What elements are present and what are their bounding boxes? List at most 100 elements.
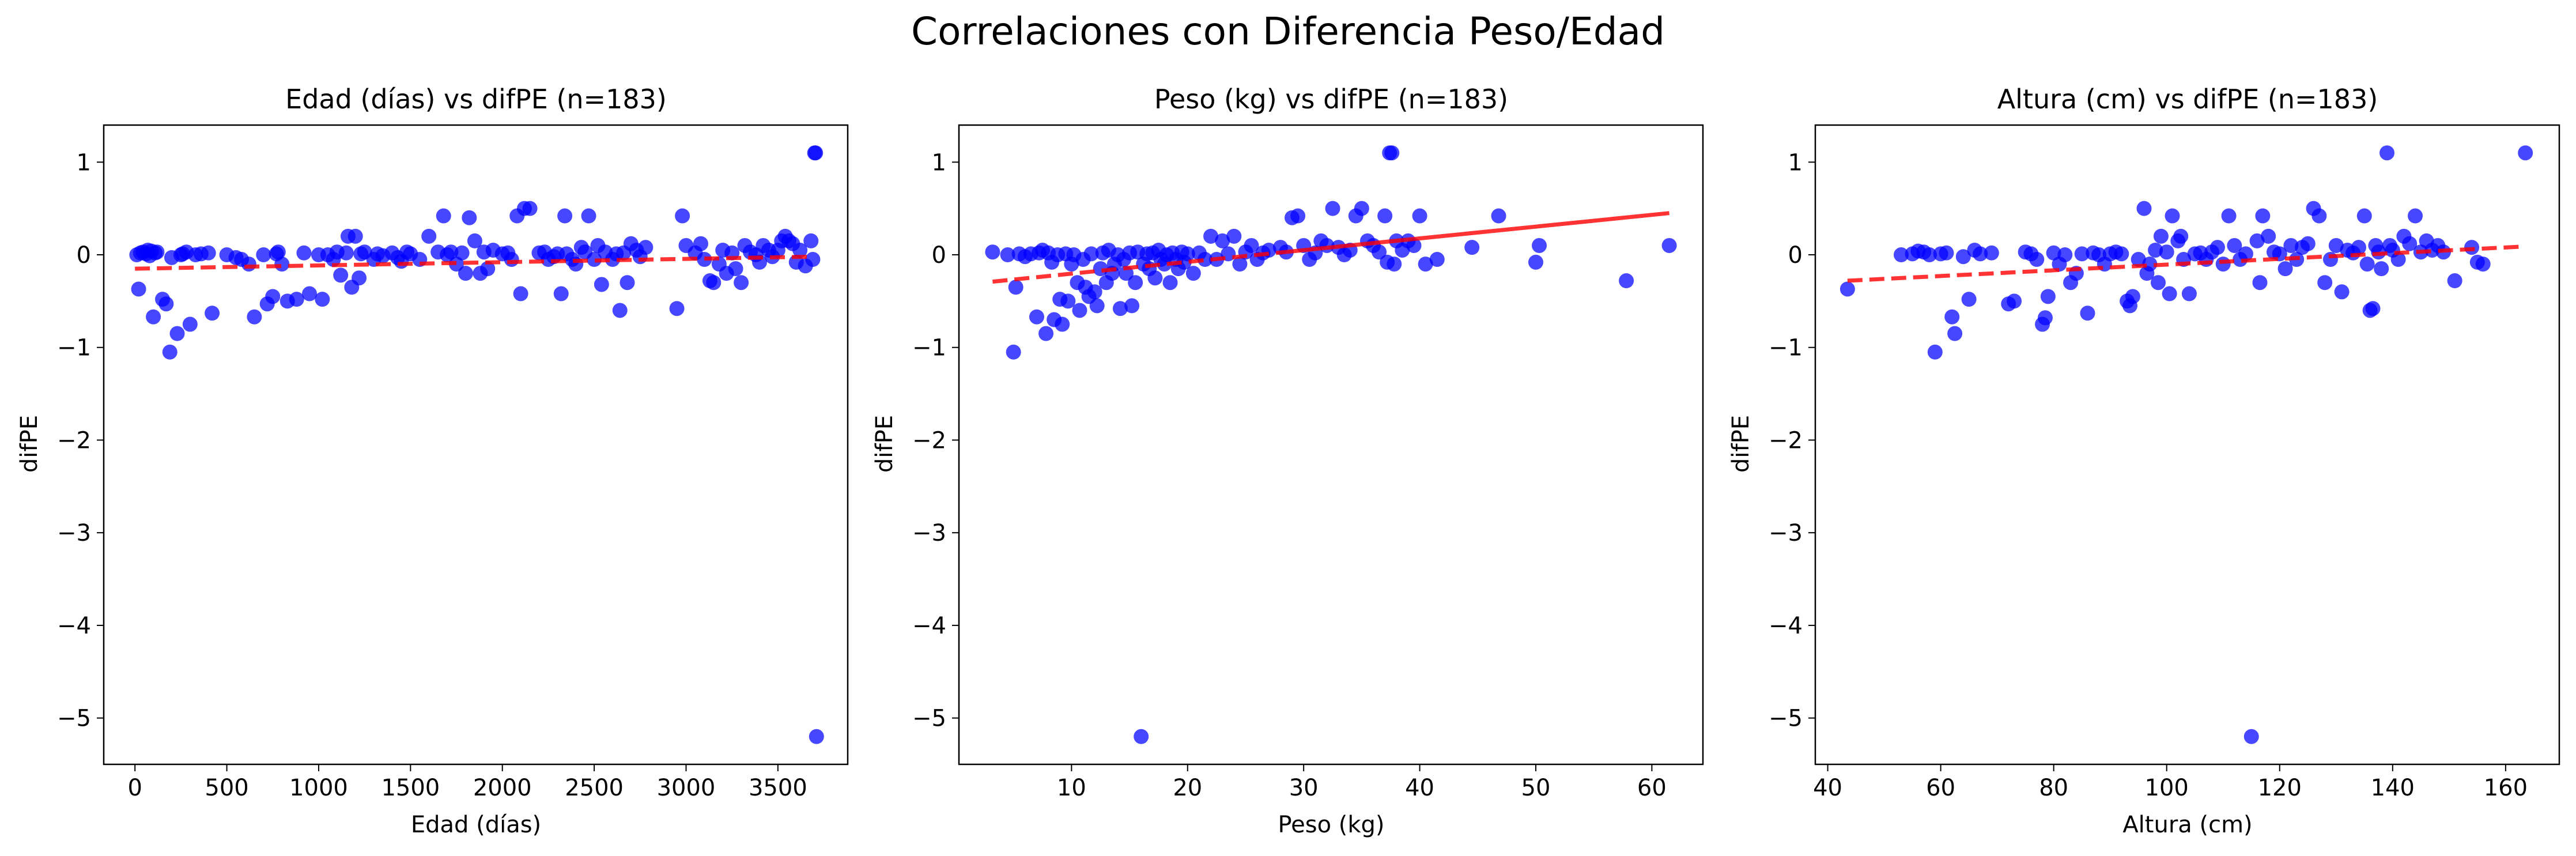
data-point (270, 244, 286, 260)
data-point (2057, 247, 2073, 263)
data-point (2374, 261, 2389, 277)
data-point (2334, 284, 2350, 300)
data-point (2359, 257, 2375, 272)
data-point (315, 292, 330, 307)
data-point (296, 245, 312, 261)
data-point (1290, 208, 1306, 224)
x-axis-label: Altura (cm) (2122, 812, 2252, 838)
data-point (2390, 252, 2406, 267)
figure-suptitle: Correlaciones con Diferencia Peso/Edad (911, 9, 1665, 54)
data-point (620, 275, 635, 291)
y-tick-label: −1 (1769, 335, 1803, 361)
data-point (2277, 261, 2293, 277)
x-tick-label: 40 (1405, 775, 1434, 801)
axes-frame (958, 124, 1704, 766)
y-tick-label: −1 (912, 335, 946, 361)
y-tick-label: −3 (57, 520, 91, 546)
data-point (504, 252, 519, 267)
x-tick-label: 60 (1637, 775, 1667, 801)
data-point (2255, 208, 2271, 224)
data-point (1961, 292, 1977, 307)
scatter-panel-peso: Peso (kg) vs difPE (n=183) Peso (kg) dif… (871, 84, 1704, 838)
data-point (146, 309, 161, 325)
data-point (2159, 244, 2174, 260)
y-axis-label: difPE (871, 415, 898, 473)
y-tick-label: −1 (57, 335, 91, 361)
data-point (1429, 252, 1445, 267)
data-point (1955, 249, 1971, 265)
data-point (454, 245, 470, 261)
x-tick-label: 500 (205, 775, 248, 801)
data-point (638, 240, 654, 255)
data-point (333, 267, 349, 283)
y-tick-label: −2 (1769, 427, 1803, 454)
data-point (2221, 208, 2237, 224)
data-point (1939, 245, 1954, 261)
data-point (1464, 240, 1480, 255)
trendline (992, 251, 1277, 284)
data-point (2151, 275, 2166, 291)
data-point (2328, 237, 2344, 253)
x-axis-label: Peso (kg) (1278, 812, 1384, 838)
data-point (2356, 208, 2372, 224)
data-point (1354, 201, 1369, 216)
data-point (1112, 301, 1128, 316)
data-point (2518, 145, 2533, 161)
data-point (1055, 316, 1070, 332)
data-point (2261, 228, 2276, 244)
x-tick-label: 60 (1926, 775, 1955, 801)
data-point (1944, 309, 1960, 325)
y-tick-label: −5 (1769, 706, 1803, 732)
panel-title: Altura (cm) vs difPE (n=183) (1997, 84, 2378, 115)
data-point (1128, 275, 1143, 291)
data-point (2181, 286, 2197, 301)
data-point (1406, 237, 1422, 253)
data-point (205, 306, 220, 321)
data-point (1185, 266, 1201, 281)
data-point (553, 286, 569, 301)
x-tick-label: 20 (1173, 775, 1202, 801)
data-point (1387, 257, 1402, 272)
x-tick-label: 2500 (565, 775, 624, 801)
data-point (1377, 208, 1393, 224)
data-point (2365, 301, 2381, 316)
x-tick-label: 10 (1057, 775, 1086, 801)
panel-title: Peso (kg) vs difPE (n=183) (1154, 84, 1508, 115)
data-point (462, 210, 477, 225)
data-point (1973, 246, 1988, 262)
data-point (1226, 228, 1242, 244)
y-tick-label: 1 (932, 149, 946, 176)
data-point (2317, 275, 2333, 291)
x-tick-label: 2000 (473, 775, 532, 801)
x-tick-label: 120 (2258, 775, 2302, 801)
x-tick-label: 40 (1813, 775, 1842, 801)
data-point (2379, 145, 2395, 161)
data-point (594, 277, 609, 292)
data-point (1491, 208, 1506, 224)
data-point (2351, 240, 2367, 255)
y-tick-label: 0 (932, 242, 946, 269)
data-point (131, 281, 146, 297)
data-point (1619, 273, 1634, 289)
data-point (2007, 293, 2022, 309)
data-point (2402, 236, 2418, 251)
data-point (522, 201, 538, 216)
data-point (338, 245, 354, 261)
data-point (241, 257, 256, 272)
x-tick-label: 100 (2145, 775, 2189, 801)
data-point (265, 289, 281, 304)
data-point (706, 275, 722, 291)
y-axis-label: difPE (1728, 415, 1754, 473)
data-point (581, 208, 596, 224)
data-point (1947, 326, 1963, 341)
data-point (2408, 208, 2423, 224)
trendline (1276, 211, 1670, 255)
data-point (2447, 273, 2462, 289)
data-point (1984, 245, 1999, 261)
data-point (1060, 293, 1076, 309)
data-point (669, 301, 685, 316)
data-point (1372, 244, 1387, 260)
data-point (2311, 208, 2327, 224)
data-point (1072, 303, 1087, 318)
